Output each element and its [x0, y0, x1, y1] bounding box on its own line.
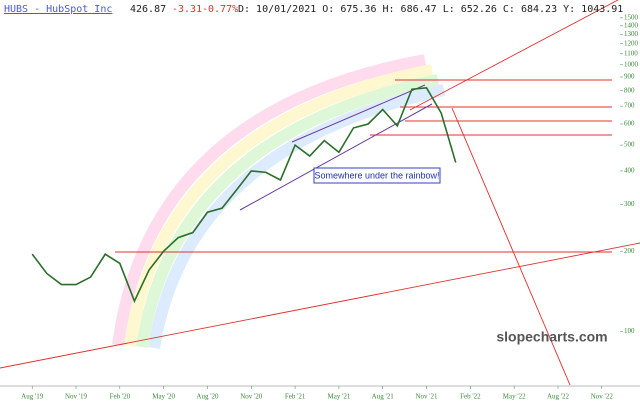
x-tick-label: Nov '19 — [65, 393, 88, 401]
x-tick-label: Aug '21 — [372, 393, 395, 401]
y-tick-label: 500 — [624, 141, 635, 149]
last-price: 426.87 — [130, 4, 166, 15]
x-tick-label: Aug '22 — [547, 393, 570, 401]
y-tick-label: 400 — [624, 167, 635, 175]
y-tick-label: 1400 — [624, 21, 639, 29]
x-tick-label: May '22 — [503, 393, 526, 401]
annotation-box — [313, 167, 441, 184]
change: -3.31 — [172, 4, 202, 15]
y-tick-label: 800 — [624, 86, 635, 94]
x-tick-label: May '21 — [327, 393, 350, 401]
y-tick-label: 1300 — [624, 30, 639, 38]
x-tick-label: May '20 — [152, 393, 175, 401]
y-tick-label: 1000 — [624, 60, 639, 68]
y-tick-label: 1100 — [624, 49, 638, 57]
y-tick-label: 600 — [624, 120, 635, 128]
chart-title: HUBS - HubSpot Inc — [4, 4, 112, 15]
x-tick-label: Aug '19 — [21, 393, 44, 401]
y-tick-label: 1200 — [624, 39, 639, 47]
y-tick-label: 1500 — [624, 13, 639, 21]
x-tick-label: Aug '20 — [196, 393, 219, 401]
x-tick-label: Nov '22 — [591, 393, 614, 401]
x-tick-label: Feb '20 — [110, 393, 131, 401]
x-tick-label: Nov '20 — [240, 393, 263, 401]
ohlc-info: D: 10/01/2021 O: 675.36 H: 686.47 L: 652… — [238, 4, 623, 15]
x-tick-label: Nov '21 — [415, 393, 438, 401]
x-tick-label: Feb '21 — [285, 393, 306, 401]
y-tick-label: 700 — [624, 102, 635, 110]
y-tick-label: 900 — [624, 73, 635, 81]
y-tick-label: 300 — [624, 200, 635, 208]
x-tick-label: Feb '22 — [460, 393, 481, 401]
y-tick-label: 100 — [624, 327, 635, 335]
price-line — [31, 86, 457, 304]
watermark: slopecharts.com — [496, 329, 607, 345]
rainbow — [112, 54, 446, 349]
y-tick-label: 200 — [624, 247, 635, 255]
change-pct: -0.77% — [202, 4, 238, 15]
trendlines — [0, 0, 640, 386]
annotation: Somewhere under the rainbow! — [314, 170, 439, 180]
